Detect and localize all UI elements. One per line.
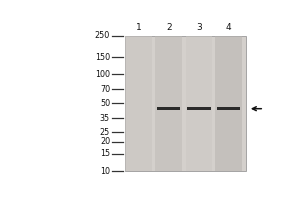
Bar: [157, 107, 181, 110]
Text: 20: 20: [100, 137, 110, 146]
Text: 4: 4: [225, 23, 231, 32]
Bar: [217, 107, 240, 110]
Text: 3: 3: [196, 23, 202, 32]
Bar: [155, 36, 182, 171]
Bar: [215, 36, 242, 171]
Text: 25: 25: [100, 128, 110, 137]
Text: 2: 2: [166, 23, 172, 32]
Bar: [186, 36, 212, 171]
Text: 70: 70: [100, 85, 110, 94]
Bar: [125, 36, 246, 171]
Text: 15: 15: [100, 149, 110, 158]
Text: 100: 100: [95, 70, 110, 79]
Text: 50: 50: [100, 99, 110, 108]
Text: 150: 150: [95, 53, 110, 62]
Bar: [188, 107, 211, 110]
Bar: [125, 36, 152, 171]
Text: 10: 10: [100, 167, 110, 176]
Text: 35: 35: [100, 114, 110, 123]
Text: 250: 250: [95, 31, 110, 40]
Text: 1: 1: [136, 23, 142, 32]
